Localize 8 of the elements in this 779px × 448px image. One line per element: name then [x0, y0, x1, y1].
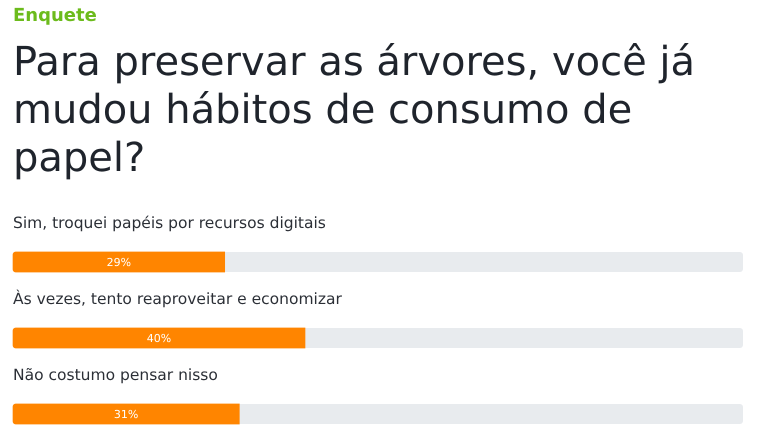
data-label: 40%: [146, 332, 172, 345]
chart-subtitle: Enquete: [13, 5, 97, 27]
chart-title: Para preservar as árvores, você já mudou hábitos de consumo de papel?: [13, 38, 696, 182]
y-tick-label: Às vezes, tento reaproveitar e economizar: [13, 289, 343, 308]
y-tick-label: Sim, troquei papéis por recursos digitais: [13, 214, 326, 232]
y-tick-label: Não costumo pensar nisso: [13, 366, 218, 384]
data-label: 29%: [106, 256, 132, 269]
data-label: 31%: [114, 408, 138, 421]
